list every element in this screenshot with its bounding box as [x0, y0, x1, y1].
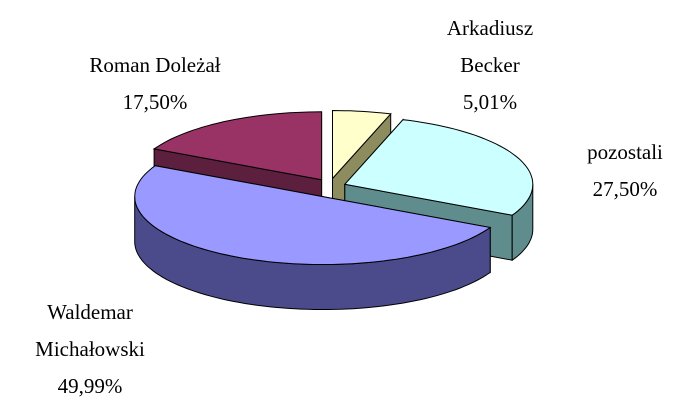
label-value: 5,01% — [462, 90, 518, 114]
data-label: pozostali 27,50% — [570, 134, 680, 208]
slice — [332, 109, 392, 180]
label-name: Roman Doleżał — [89, 53, 221, 77]
label-value: 49,99% — [57, 374, 123, 398]
slice — [152, 111, 323, 181]
slice — [134, 165, 492, 265]
data-label: Roman Doleżał 17,50% — [45, 47, 265, 121]
label-value: 17,50% — [122, 90, 188, 114]
data-label: Arkadiusz Becker 5,01% — [430, 10, 550, 121]
label-name: Arkadiusz Becker — [446, 16, 534, 77]
label-name: pozostali — [587, 140, 663, 164]
label-name: Waldemar Michałowski — [35, 300, 145, 361]
label-value: 27,50% — [592, 177, 658, 201]
slice — [343, 119, 534, 216]
data-label: Waldemar Michałowski 49,99% — [0, 294, 180, 402]
